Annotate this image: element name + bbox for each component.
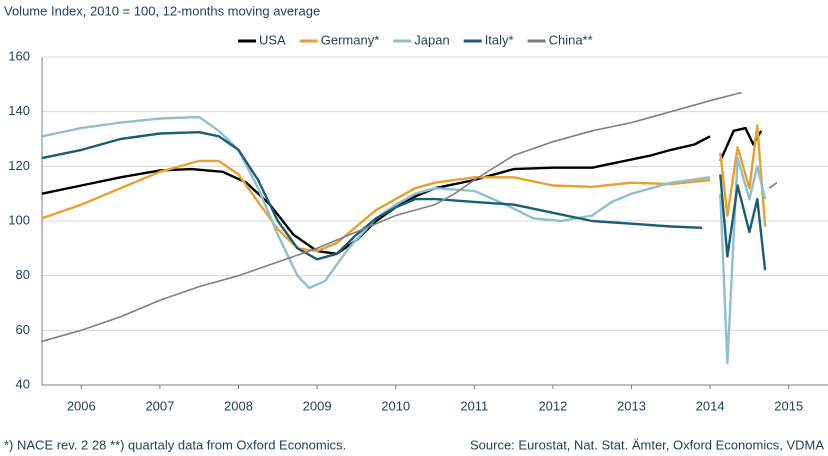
y-tick-label: 160 bbox=[8, 48, 30, 63]
legend-label: Germany* bbox=[321, 32, 380, 47]
y-tick-label: 120 bbox=[8, 158, 30, 173]
source: Source: Eurostat, Nat. Stat. Ämter, Oxfo… bbox=[470, 437, 824, 452]
legend-label: USA bbox=[259, 32, 286, 47]
series-line bbox=[41, 91, 742, 343]
x-tick-label: 2015 bbox=[774, 398, 803, 413]
series-line bbox=[719, 174, 767, 271]
x-tick-label: 2006 bbox=[67, 398, 96, 413]
legend-label: Italy* bbox=[485, 32, 514, 47]
x-tick-label: 2008 bbox=[224, 398, 253, 413]
legend-label: Japan bbox=[414, 32, 449, 47]
series-line bbox=[768, 182, 778, 189]
y-tick-label: 80 bbox=[16, 267, 30, 282]
x-tick-label: 2012 bbox=[538, 398, 567, 413]
series-line bbox=[41, 159, 711, 253]
legend: USA Germany* Japan Italy* China** bbox=[238, 32, 593, 47]
series-line bbox=[41, 135, 711, 255]
series-line bbox=[719, 156, 767, 365]
x-tick-label: 2010 bbox=[381, 398, 410, 413]
x-tick-label: 2014 bbox=[696, 398, 725, 413]
series-line bbox=[41, 131, 703, 261]
series-line bbox=[719, 124, 767, 227]
x-tick-label: 2013 bbox=[617, 398, 646, 413]
y-tick-label: 60 bbox=[16, 322, 30, 337]
legend-label: China** bbox=[549, 32, 593, 47]
x-tick-label: 2009 bbox=[303, 398, 332, 413]
y-tick-label: 100 bbox=[8, 212, 30, 227]
y-tick-label: 140 bbox=[8, 103, 30, 118]
x-tick-label: 2007 bbox=[145, 398, 174, 413]
footnote: *) NACE rev. 2 28 **) quartaly data from… bbox=[4, 437, 346, 452]
chart-title: Volume Index, 2010 = 100, 12-months movi… bbox=[4, 3, 320, 18]
series-line bbox=[41, 115, 711, 290]
x-tick-label: 2011 bbox=[460, 398, 488, 413]
y-tick-label: 40 bbox=[16, 376, 30, 391]
